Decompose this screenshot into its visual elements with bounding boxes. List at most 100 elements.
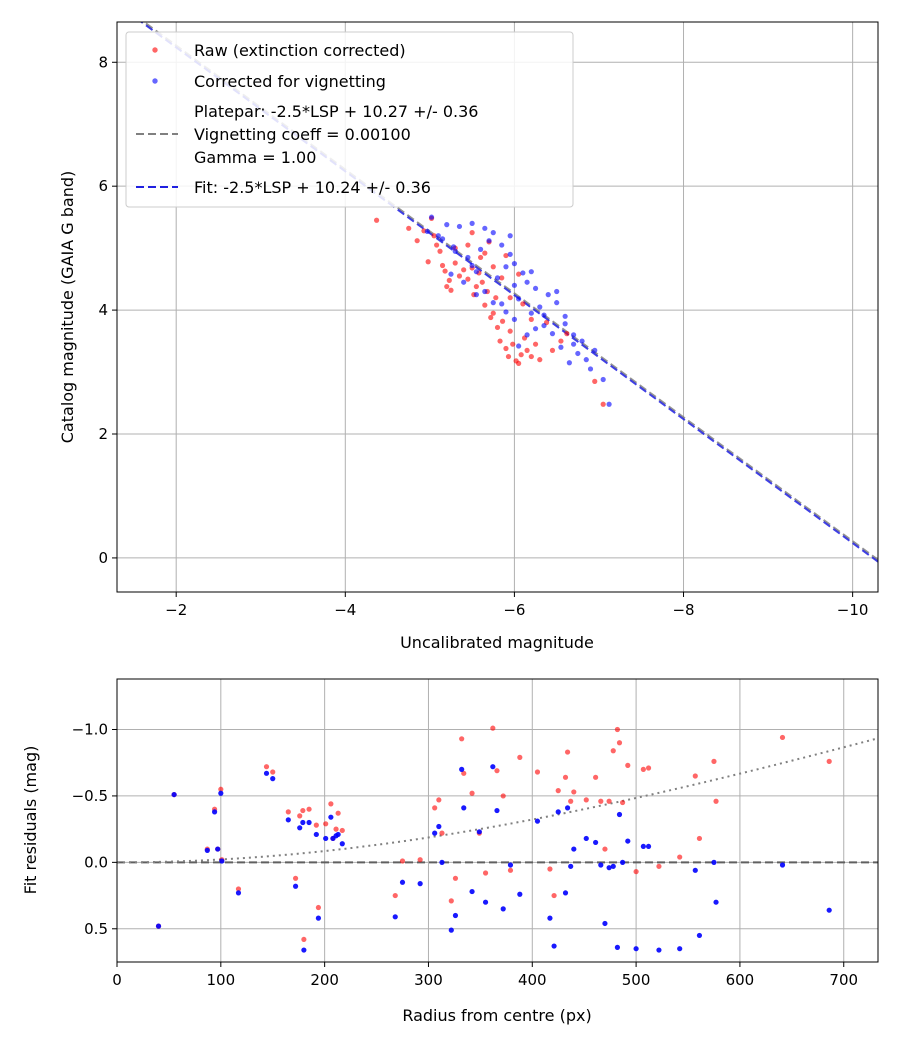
raw-point [452,260,458,266]
raw-point [616,740,623,746]
raw-point [779,734,786,741]
corrected-point [439,236,446,242]
corrected-point [583,835,589,842]
legend-box [125,31,574,208]
corrected-point [528,310,534,316]
corrected-point [297,825,303,831]
raw-point [494,768,500,774]
corrected-point [503,309,509,315]
raw-point [494,324,501,331]
corrected-point [448,271,454,277]
corrected-point [562,321,568,327]
legend-platepar-label: Platepar: -2.5*LSP + 10.27 +/- 0.36 [194,102,478,121]
raw-point [568,798,574,804]
raw-point [439,830,445,836]
legend: Raw (extinction corrected) Corrected for… [125,31,574,208]
legend-corrected-marker [152,78,158,84]
corrected-point [625,838,631,844]
raw-point [335,810,341,816]
x-tick-label: −10 [837,601,869,619]
corrected-point [511,316,518,322]
corrected-point [452,912,459,919]
corrected-point [711,859,717,865]
raw-point [490,725,496,731]
corrected-point [516,296,522,302]
x-tick-label: 500 [622,971,651,989]
raw-point [469,230,475,236]
raw-point [446,277,452,283]
raw-point [500,793,506,799]
corrected-point [507,233,513,239]
corrected-point [424,228,430,235]
raw-point [564,749,571,755]
raw-point [610,748,616,754]
raw-point [562,774,569,780]
corrected-point [482,899,489,905]
corrected-point [558,344,564,350]
corrected-point [568,863,574,869]
corrected-point [215,846,221,852]
corrected-point [517,891,523,897]
corrected-point [469,220,475,226]
legend-fit-label: Fit: -2.5*LSP + 10.24 +/- 0.36 [194,178,431,197]
x-tick-label: 600 [726,971,755,989]
corrected-point [473,292,479,298]
raw-point [528,353,534,360]
corrected-point [444,222,450,228]
raw-point [399,858,406,864]
corrected-point [547,915,553,921]
raw-point [507,867,514,873]
corrected-point [428,214,435,220]
raw-point [465,276,471,282]
raw-point [537,357,543,363]
raw-point [640,766,646,772]
corrected-point [473,269,479,275]
raw-point [692,773,698,779]
raw-point [461,267,467,273]
x-tick-label: 700 [829,971,858,989]
corrected-point [571,341,577,347]
corrected-point [541,322,547,329]
raw-point [505,353,512,360]
corrected-point [323,835,329,842]
legend-gamma-label: Gamma = 1.00 [194,148,316,167]
raw-point [315,904,322,911]
raw-point [301,936,307,943]
raw-point [448,898,454,904]
vignetting-curve [117,737,878,864]
corrected-point [490,300,496,306]
y-tick-label: 6 [98,177,108,195]
bottom-plot-area [117,725,878,953]
raw-point [444,283,450,290]
corrected-point [204,847,210,853]
raw-point [333,826,339,832]
raw-point [600,401,606,407]
corrected-point [598,862,604,868]
corrected-point [469,262,475,269]
corrected-point [779,862,786,868]
corrected-point [555,809,561,815]
corrected-point [339,841,345,847]
raw-point [493,295,499,301]
raw-point [499,318,506,324]
residuals-chart: 0 100 200 300 400 500 600 700 0.5 0.0 −0.5 −1.0 Rad… [21,678,879,1025]
corrected-point [575,350,581,357]
raw-point [263,764,270,770]
raw-point [490,310,496,316]
raw-point [625,762,631,768]
corrected-point [696,932,703,939]
corrected-point [564,805,571,811]
raw-point [417,857,423,863]
raw-point [323,821,329,827]
raw-point [414,238,420,244]
y-tick-label: 4 [98,301,108,319]
corrected-point [235,890,242,896]
corrected-point [524,279,530,285]
corrected-point [461,805,467,811]
raw-point [465,242,471,248]
raw-point [606,798,612,804]
raw-point [300,807,306,814]
corrected-point [448,927,454,933]
